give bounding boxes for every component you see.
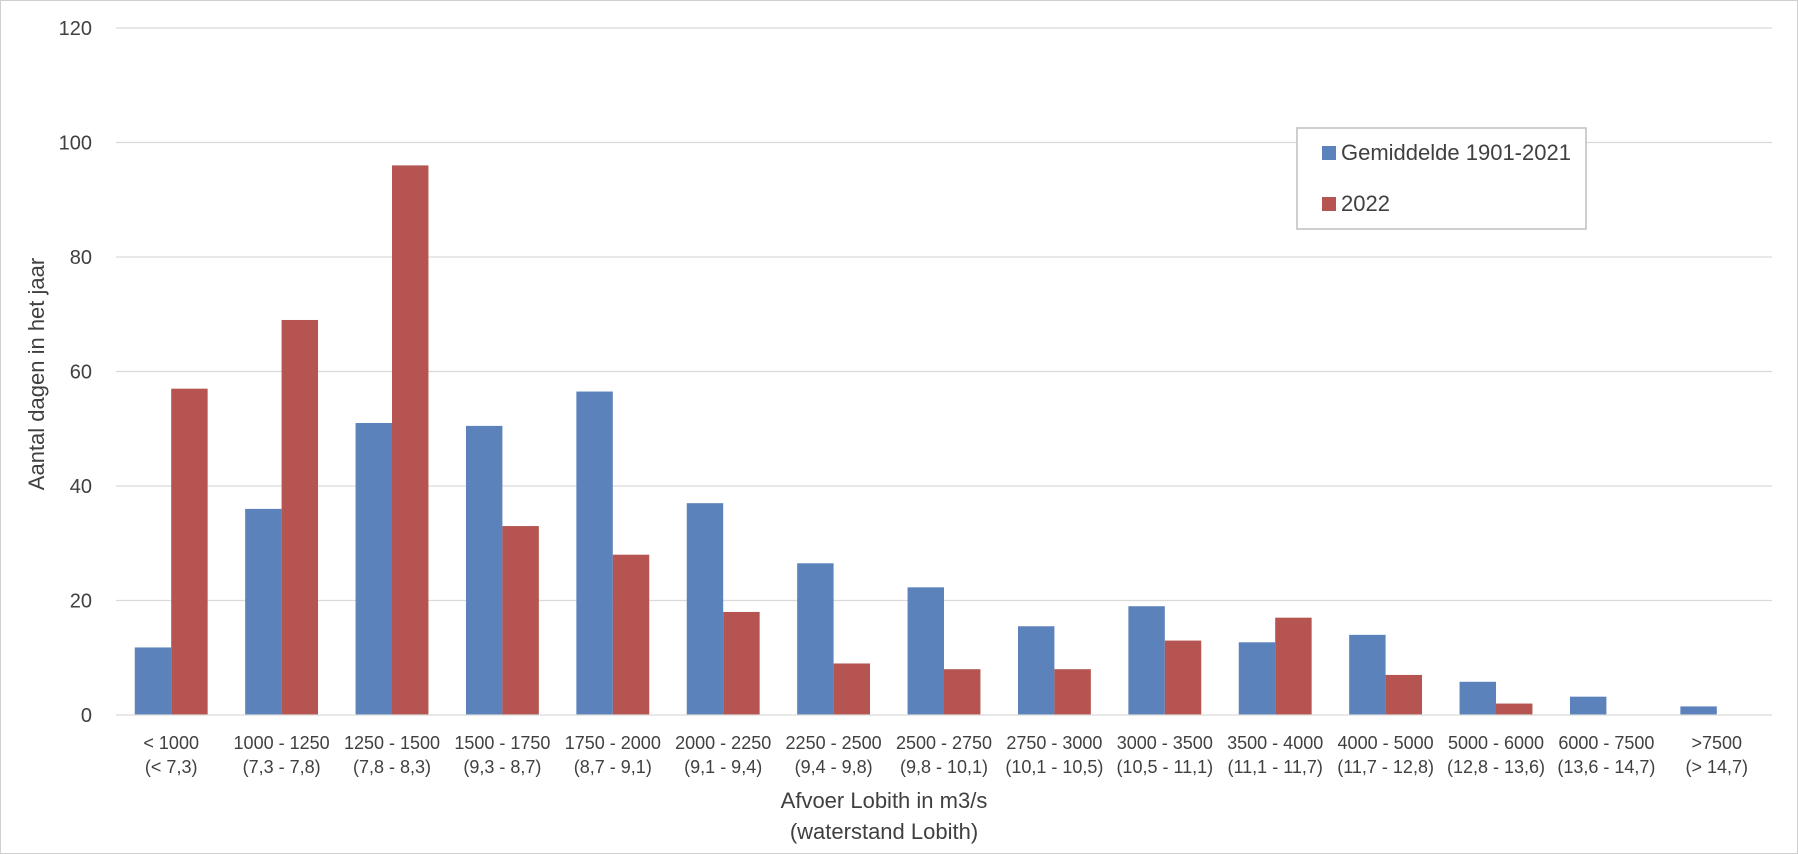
x-axis-title: Afvoer Lobith in m3/s	[781, 788, 988, 813]
bar-2022-11	[1385, 674, 1423, 715]
x-tick-sublabel: (> 14,7)	[1686, 757, 1749, 777]
bar-2022-12	[1496, 703, 1533, 715]
y-tick-label: 100	[59, 133, 92, 155]
bar-gemiddelde-5	[686, 503, 724, 715]
bar-gemiddelde-0	[134, 647, 172, 715]
bar-gemiddelde-1	[245, 508, 282, 715]
bar-2022-0	[171, 388, 208, 715]
y-tick-label: 0	[81, 705, 92, 727]
bar-2022-2	[392, 165, 429, 715]
y-tick-label: 120	[59, 18, 92, 40]
x-tick-sublabel: (11,1 - 11,7)	[1228, 757, 1323, 777]
bar-gemiddelde-10	[1238, 642, 1276, 715]
bar-gemiddelde-7	[907, 587, 944, 715]
bar-2022-6	[833, 663, 871, 715]
x-tick-label: 5000 - 6000	[1448, 733, 1544, 753]
x-tick-label: 2000 - 2250	[675, 733, 771, 753]
x-tick-label: 3000 - 3500	[1117, 733, 1213, 753]
x-tick-label: >7500	[1692, 733, 1743, 753]
x-axis-subtitle: (waterstand Lobith)	[790, 819, 978, 844]
x-tick-sublabel: (9,1 - 9,4)	[684, 757, 762, 777]
y-tick-label: 20	[70, 591, 92, 613]
bar-gemiddelde-4	[576, 391, 613, 715]
x-tick-label: 2250 - 2500	[786, 733, 882, 753]
y-tick-label: 60	[70, 362, 92, 384]
bar-2022-1	[281, 319, 319, 715]
x-tick-sublabel: (9,8 - 10,1)	[900, 757, 988, 777]
y-axis-title: Aantal dagen in het jaar	[24, 258, 49, 490]
bar-gemiddelde-6	[797, 563, 834, 715]
x-tick-sublabel: (10,5 - 11,1)	[1116, 757, 1213, 777]
bar-2022-3	[502, 526, 539, 715]
bar-gemiddelde-3	[465, 425, 503, 715]
legend-swatch-gemiddelde	[1322, 146, 1336, 160]
x-tick-sublabel: (10,1 - 10,5)	[1005, 757, 1103, 777]
bar-2022-9	[1164, 640, 1202, 715]
x-tick-sublabel: (11,7 - 12,8)	[1337, 757, 1434, 777]
legend-swatch-2022	[1322, 197, 1336, 211]
x-tick-label: 3500 - 4000	[1227, 733, 1323, 753]
y-tick-label: 40	[70, 476, 92, 498]
x-tick-label: 6000 - 7500	[1558, 733, 1654, 753]
bar-2022-10	[1275, 617, 1312, 715]
x-tick-label: 4000 - 5000	[1338, 733, 1434, 753]
y-tick-label: 80	[70, 247, 92, 269]
bar-gemiddelde-11	[1349, 634, 1386, 715]
x-tick-sublabel: (8,7 - 9,1)	[574, 757, 652, 777]
x-tick-sublabel: (9,4 - 9,8)	[795, 757, 873, 777]
bar-gemiddelde-14	[1680, 706, 1717, 715]
legend-label-gemiddelde: Gemiddelde 1901-2021	[1341, 140, 1571, 165]
x-tick-sublabel: (12,8 - 13,6)	[1447, 757, 1545, 777]
bar-2022-7	[944, 669, 981, 715]
legend-box	[1296, 127, 1587, 230]
bar-gemiddelde-13	[1569, 696, 1607, 715]
legend: Gemiddelde 1901-2021 2022	[1296, 127, 1587, 230]
bar-2022-4	[612, 554, 650, 715]
tick-labels: 0 20 40 60 80 100 120 < 1000 (< 7,3) 1000 - 1250 (…	[59, 18, 1748, 777]
bar-gemiddelde-9	[1128, 606, 1165, 715]
x-tick-label: < 1000	[143, 733, 199, 753]
x-tick-label: 1750 - 2000	[565, 733, 661, 753]
x-tick-label: 2500 - 2750	[896, 733, 992, 753]
bar-2022-5	[723, 611, 760, 715]
bar-gemiddelde-8	[1017, 626, 1055, 715]
bars	[134, 165, 1717, 715]
x-tick-label: 1250 - 1500	[344, 733, 440, 753]
legend-label-2022: 2022	[1341, 191, 1390, 216]
x-tick-sublabel: (< 7,3)	[145, 757, 198, 777]
bar-gemiddelde-12	[1459, 681, 1496, 715]
bar-2022-8	[1054, 669, 1091, 715]
x-tick-sublabel: (7,3 - 7,8)	[243, 757, 321, 777]
x-tick-sublabel: (7,8 - 8,3)	[353, 757, 431, 777]
x-tick-label: 1500 - 1750	[454, 733, 550, 753]
x-tick-label: 2750 - 3000	[1006, 733, 1102, 753]
bar-gemiddelde-2	[355, 423, 392, 715]
x-tick-sublabel: (9,3 - 8,7)	[463, 757, 541, 777]
x-tick-label: 1000 - 1250	[234, 733, 330, 753]
x-tick-sublabel: (13,6 - 14,7)	[1557, 757, 1655, 777]
